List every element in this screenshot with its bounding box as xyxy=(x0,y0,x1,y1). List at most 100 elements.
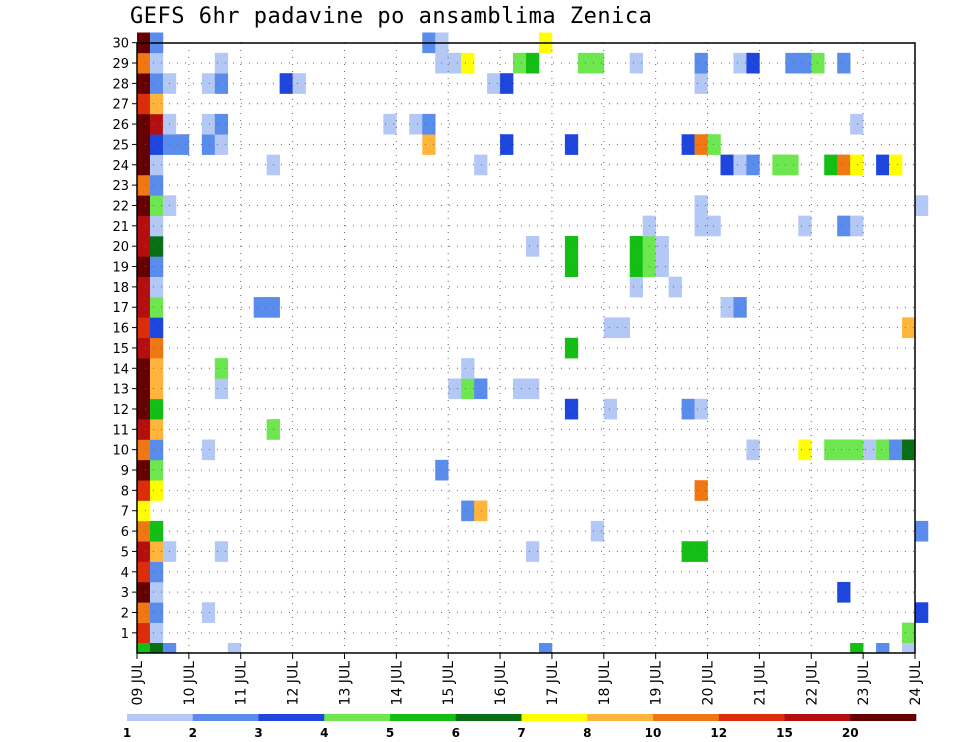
heatmap-cell xyxy=(474,154,488,176)
heatmap-cell xyxy=(461,358,475,379)
legend-swatch xyxy=(127,714,194,721)
y-tick-label: 12 xyxy=(112,403,129,418)
legend-swatch xyxy=(324,714,391,721)
legend-label: 8 xyxy=(583,726,591,740)
heatmap-cell xyxy=(629,256,643,277)
heatmap-cell xyxy=(564,134,579,155)
heatmap-cell xyxy=(137,581,151,603)
heatmap-cell xyxy=(149,480,164,501)
heatmap-cell xyxy=(850,643,864,653)
heatmap-cell xyxy=(137,73,151,94)
heatmap-cell xyxy=(629,276,643,298)
legend-swatch xyxy=(258,714,325,721)
y-tick-label: 19 xyxy=(112,261,129,276)
x-tick-label: 14 JUL xyxy=(389,661,405,706)
heatmap-cell xyxy=(902,643,916,653)
heatmap-cell xyxy=(149,419,164,440)
x-tick-label: 11 JUL xyxy=(234,661,250,706)
heatmap-cell xyxy=(461,378,475,400)
legend-swatch xyxy=(192,714,259,721)
heatmap-cell xyxy=(902,317,916,339)
legend: 1 2 3 4 5 6 7 8 10 12 15 20 xyxy=(123,714,917,740)
heatmap-cell xyxy=(876,154,890,176)
heatmap-cell xyxy=(137,358,151,379)
heatmap-cell xyxy=(798,52,812,74)
heatmap-cell xyxy=(513,52,527,74)
heatmap-cell xyxy=(837,439,851,461)
legend-swatch xyxy=(455,714,522,721)
y-tick-label: 1 xyxy=(121,627,129,642)
heatmap-cell xyxy=(837,215,851,237)
heatmap-cell xyxy=(149,358,164,379)
heatmap-cell xyxy=(902,622,916,644)
y-tick-label: 24 xyxy=(112,159,129,174)
y-tick-label: 2 xyxy=(121,606,129,621)
heatmap-cell xyxy=(694,52,708,74)
heatmap-cell xyxy=(137,398,151,420)
heatmap-cell xyxy=(876,439,890,461)
y-tick-label: 14 xyxy=(112,362,129,377)
heatmap-cell xyxy=(863,439,877,461)
heatmap-cell xyxy=(227,643,242,653)
heatmap-cell xyxy=(149,73,164,94)
heatmap-cell xyxy=(461,52,475,74)
heatmap-cell xyxy=(616,317,631,339)
heatmap-cell xyxy=(902,439,916,461)
heatmap-cell xyxy=(149,459,164,481)
y-tick-label: 9 xyxy=(121,464,129,479)
x-axis: 09 JUL 10 JUL 11 JUL 12 JUL 13 JUL 14 JUL 15 J… xyxy=(130,653,924,705)
heatmap-cell xyxy=(137,337,151,359)
heatmap-cell xyxy=(707,134,721,155)
heatmap-cell xyxy=(137,154,151,176)
heatmap-cell xyxy=(201,113,216,135)
heatmap-cell xyxy=(149,134,164,155)
heatmap-cell xyxy=(201,602,216,623)
legend-swatch xyxy=(390,714,457,721)
heatmap-cell xyxy=(137,378,151,400)
heatmap-cell xyxy=(564,256,579,277)
heatmap-cell xyxy=(629,236,643,257)
heatmap-cell xyxy=(772,154,786,176)
heatmap-cell xyxy=(422,134,436,155)
heatmap-cell xyxy=(915,520,929,542)
heatmap-cell xyxy=(733,52,747,74)
heatmap-cell xyxy=(694,134,708,155)
heatmap-cell xyxy=(149,256,164,277)
legend-label: 2 xyxy=(189,726,197,740)
heatmap-cell xyxy=(694,398,708,420)
legend-label: 20 xyxy=(842,726,859,740)
heatmap-cell xyxy=(214,541,229,562)
y-tick-label: 23 xyxy=(112,179,129,194)
legend-swatch xyxy=(587,714,654,721)
x-tick-label: 21 JUL xyxy=(752,661,768,706)
heatmap-cell xyxy=(694,195,708,216)
heatmap-cell xyxy=(409,113,423,135)
y-tick-label: 21 xyxy=(112,220,129,235)
heatmap-cell xyxy=(149,236,164,257)
heatmap-cell xyxy=(824,439,838,461)
heatmap-cell xyxy=(162,643,177,653)
legend-label: 1 xyxy=(123,726,131,740)
heatmap-cell xyxy=(137,113,151,135)
heatmap-cell xyxy=(149,561,164,583)
legend-label: 3 xyxy=(254,726,262,740)
heatmap-cell xyxy=(201,73,216,94)
heatmap-cell xyxy=(137,602,151,623)
heatmap-cell xyxy=(850,113,864,135)
x-tick-label: 09 JUL xyxy=(130,661,146,706)
y-tick-label: 18 xyxy=(112,281,129,296)
heatmap-cell xyxy=(694,73,708,94)
x-tick-label: 24 JUL xyxy=(908,661,924,706)
x-tick-label: 17 JUL xyxy=(545,661,561,706)
heatmap-cell xyxy=(694,541,708,562)
heatmap-cell xyxy=(668,276,682,298)
heatmap-cell xyxy=(149,398,164,420)
heatmap-cell xyxy=(137,520,151,542)
heatmap-cell xyxy=(474,500,488,522)
y-tick-label: 11 xyxy=(112,423,129,438)
legend-label: 6 xyxy=(452,726,460,740)
heatmap-cell xyxy=(785,154,799,176)
chart-title: GEFS 6hr padavine po ansamblima Zenica xyxy=(130,4,653,29)
heatmap-cell xyxy=(137,52,151,74)
